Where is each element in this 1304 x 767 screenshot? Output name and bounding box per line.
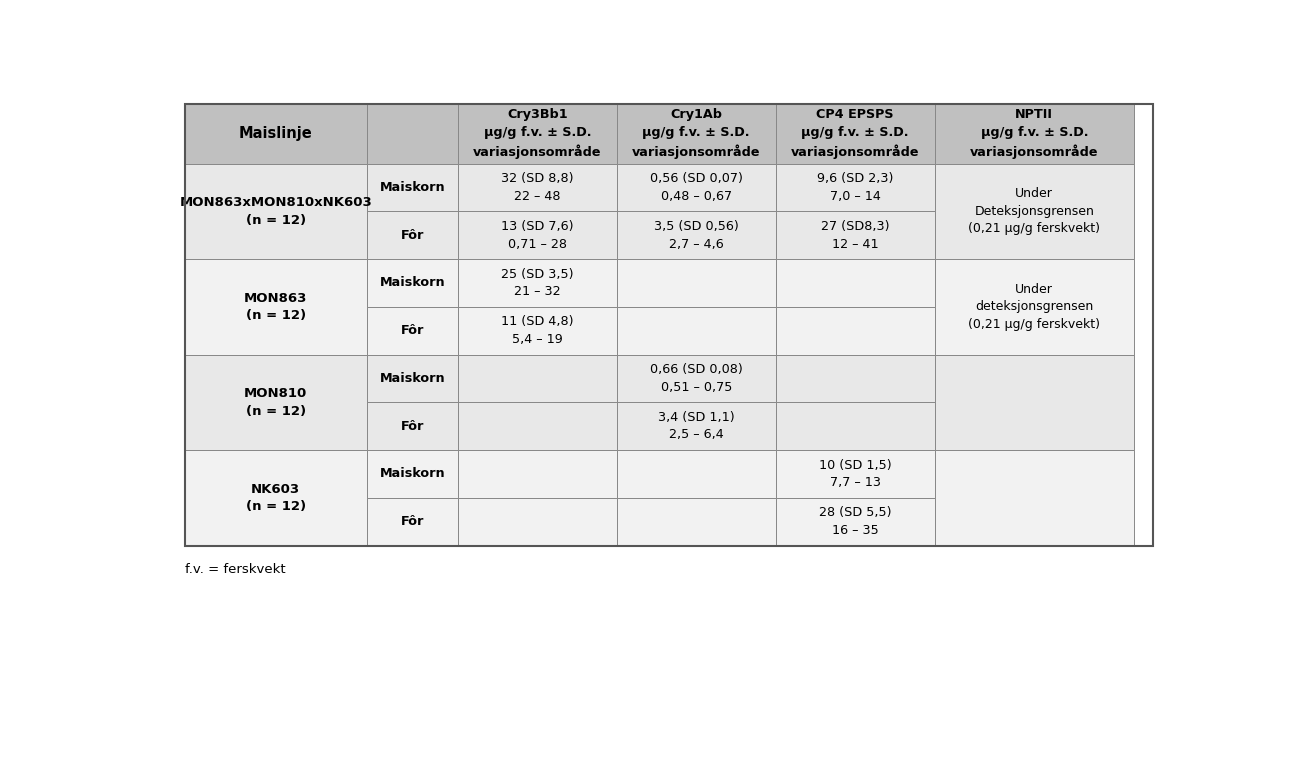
Bar: [458, 163, 617, 212]
Text: Fôr: Fôr: [400, 515, 424, 528]
Bar: [366, 307, 458, 354]
Text: 0,56 (SD 0,07)
0,48 – 0,67: 0,56 (SD 0,07) 0,48 – 0,67: [649, 173, 743, 202]
Bar: [185, 104, 1154, 545]
Bar: [617, 450, 776, 498]
Text: Fôr: Fôr: [400, 420, 424, 433]
Text: Fôr: Fôr: [400, 229, 424, 242]
Bar: [935, 450, 1134, 545]
Bar: [458, 104, 617, 163]
Bar: [458, 259, 617, 307]
Text: 10 (SD 1,5)
7,7 – 13: 10 (SD 1,5) 7,7 – 13: [819, 459, 892, 489]
Bar: [458, 307, 617, 354]
Bar: [366, 212, 458, 259]
Text: 0,66 (SD 0,08)
0,51 – 0,75: 0,66 (SD 0,08) 0,51 – 0,75: [649, 364, 742, 393]
Text: 32 (SD 8,8)
22 – 48: 32 (SD 8,8) 22 – 48: [501, 173, 574, 202]
Bar: [458, 212, 617, 259]
Text: Maiskorn: Maiskorn: [379, 181, 445, 194]
Text: Cry1Ab
µg/g f.v. ± S.D.
variasjonsområde: Cry1Ab µg/g f.v. ± S.D. variasjonsområde: [632, 108, 760, 159]
Text: Maislinje: Maislinje: [239, 126, 313, 141]
Bar: [458, 450, 617, 498]
Text: Cry3Bb1
µg/g f.v. ± S.D.
variasjonsområde: Cry3Bb1 µg/g f.v. ± S.D. variasjonsområd…: [473, 108, 601, 159]
Text: Maiskorn: Maiskorn: [379, 276, 445, 289]
Text: 13 (SD 7,6)
0,71 – 28: 13 (SD 7,6) 0,71 – 28: [501, 220, 574, 251]
Bar: [617, 163, 776, 212]
Bar: [617, 498, 776, 545]
Bar: [185, 163, 366, 259]
Bar: [776, 403, 935, 450]
Text: Fôr: Fôr: [400, 324, 424, 337]
Bar: [935, 104, 1134, 163]
Text: 9,6 (SD 2,3)
7,0 – 14: 9,6 (SD 2,3) 7,0 – 14: [816, 173, 893, 202]
Bar: [617, 403, 776, 450]
Bar: [776, 212, 935, 259]
Bar: [458, 354, 617, 403]
Bar: [935, 163, 1134, 259]
Text: 27 (SD8,3)
12 – 41: 27 (SD8,3) 12 – 41: [820, 220, 889, 251]
Text: MON863
(n = 12): MON863 (n = 12): [244, 291, 308, 322]
Bar: [458, 498, 617, 545]
Bar: [366, 403, 458, 450]
Text: CP4 EPSPS
µg/g f.v. ± S.D.
variasjonsområde: CP4 EPSPS µg/g f.v. ± S.D. variasjonsomr…: [790, 108, 919, 159]
Bar: [366, 450, 458, 498]
Bar: [366, 498, 458, 545]
Bar: [366, 259, 458, 307]
Bar: [617, 259, 776, 307]
Bar: [617, 212, 776, 259]
Bar: [776, 307, 935, 354]
Text: 11 (SD 4,8)
5,4 – 19: 11 (SD 4,8) 5,4 – 19: [501, 315, 574, 346]
Bar: [366, 104, 458, 163]
Text: 28 (SD 5,5)
16 – 35: 28 (SD 5,5) 16 – 35: [819, 506, 892, 537]
Text: Maiskorn: Maiskorn: [379, 372, 445, 385]
Bar: [617, 307, 776, 354]
Bar: [776, 498, 935, 545]
Bar: [935, 259, 1134, 354]
Bar: [617, 354, 776, 403]
Text: 3,5 (SD 0,56)
2,7 – 4,6: 3,5 (SD 0,56) 2,7 – 4,6: [653, 220, 738, 251]
Bar: [185, 104, 366, 163]
Bar: [458, 403, 617, 450]
Text: f.v. = ferskvekt: f.v. = ferskvekt: [185, 562, 286, 575]
Bar: [185, 450, 366, 545]
Bar: [366, 354, 458, 403]
Bar: [185, 259, 366, 354]
Bar: [776, 163, 935, 212]
Bar: [776, 104, 935, 163]
Bar: [776, 354, 935, 403]
Text: NK603
(n = 12): NK603 (n = 12): [245, 482, 306, 513]
Text: MON863xMON810xNK603
(n = 12): MON863xMON810xNK603 (n = 12): [180, 196, 372, 226]
Bar: [935, 354, 1134, 450]
Bar: [366, 163, 458, 212]
Bar: [776, 450, 935, 498]
Text: 25 (SD 3,5)
21 – 32: 25 (SD 3,5) 21 – 32: [501, 268, 574, 298]
Text: MON810
(n = 12): MON810 (n = 12): [244, 387, 308, 417]
Text: Maiskorn: Maiskorn: [379, 467, 445, 480]
Bar: [617, 104, 776, 163]
Text: 3,4 (SD 1,1)
2,5 – 6,4: 3,4 (SD 1,1) 2,5 – 6,4: [659, 411, 734, 442]
Text: Under
deteksjonsgrensen
(0,21 µg/g ferskvekt): Under deteksjonsgrensen (0,21 µg/g fersk…: [969, 283, 1101, 331]
Text: NPTII
µg/g f.v. ± S.D.
variasjonsområde: NPTII µg/g f.v. ± S.D. variasjonsområde: [970, 108, 1098, 159]
Bar: [776, 259, 935, 307]
Text: Under
Deteksjonsgrensen
(0,21 µg/g ferskvekt): Under Deteksjonsgrensen (0,21 µg/g fersk…: [969, 187, 1101, 235]
Bar: [185, 354, 366, 450]
